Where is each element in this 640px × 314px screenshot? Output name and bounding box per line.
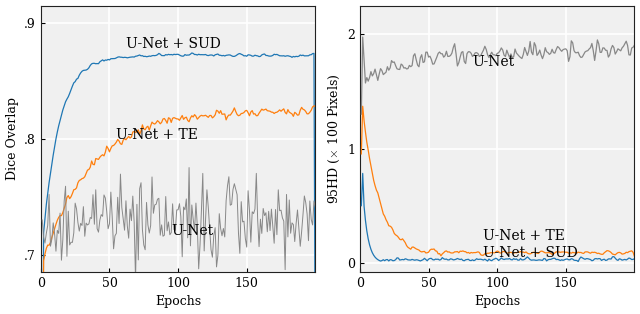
- Text: U-Net: U-Net: [172, 224, 213, 238]
- Y-axis label: Dice Overlap: Dice Overlap: [6, 97, 19, 180]
- Text: U-Net + TE: U-Net + TE: [483, 229, 565, 243]
- Text: U-Net + TE: U-Net + TE: [116, 128, 198, 142]
- X-axis label: Epochs: Epochs: [155, 295, 201, 308]
- Text: U-Net + SUD: U-Net + SUD: [483, 246, 578, 260]
- Y-axis label: 95HD ($\times$ 100 Pixels): 95HD ($\times$ 100 Pixels): [326, 73, 342, 204]
- Text: U-Net: U-Net: [472, 55, 515, 69]
- Text: U-Net + SUD: U-Net + SUD: [126, 37, 221, 51]
- X-axis label: Epochs: Epochs: [474, 295, 520, 308]
